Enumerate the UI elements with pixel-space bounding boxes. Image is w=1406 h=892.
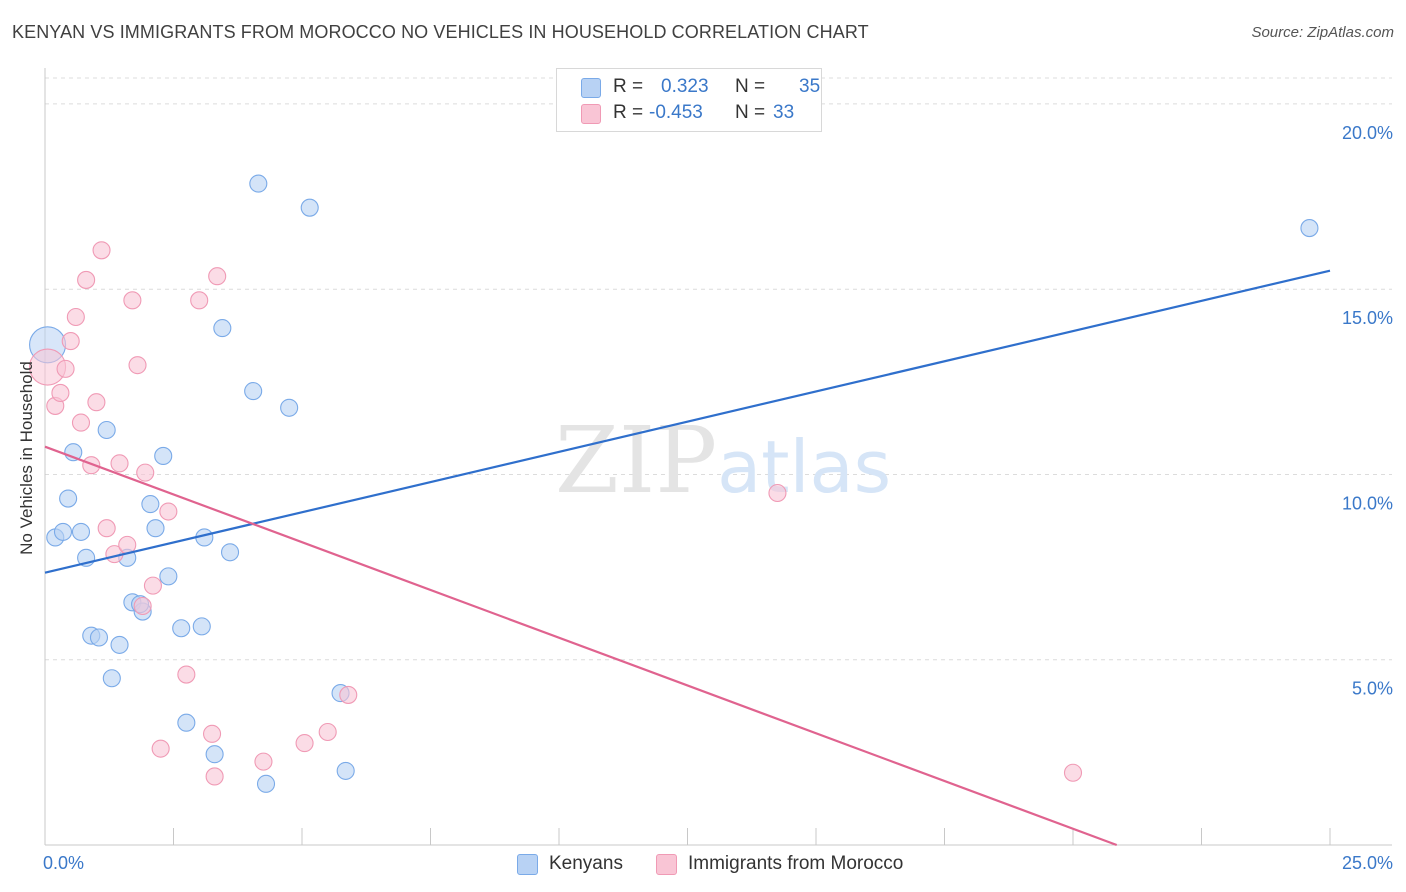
morocco-point (339, 685, 358, 704)
morocco-point (768, 483, 787, 503)
legend-n-value: 35 (799, 76, 821, 97)
morocco-point (87, 393, 106, 412)
kenyans-point (89, 628, 109, 647)
kenyans-point (59, 489, 78, 508)
kenyans-point (336, 761, 355, 780)
kenyans-point (110, 635, 129, 654)
morocco-point (66, 307, 85, 327)
kenyans-point (280, 398, 299, 417)
morocco-point (51, 383, 70, 403)
kenyans-point (244, 382, 263, 401)
y-tick-label: 10.0% (1342, 493, 1393, 513)
morocco-point (77, 270, 96, 289)
kenyans-point (141, 495, 160, 514)
legend-n-value: 33 (773, 102, 795, 123)
source-label: Source: ZipAtlas.com (1251, 24, 1394, 41)
morocco-point (82, 456, 101, 475)
kenyans-point (172, 619, 191, 638)
y-axis-label: No Vehicles in Household (17, 361, 36, 555)
legend-swatch-kenyans (581, 78, 601, 98)
legend-r-label: R = (613, 76, 644, 97)
kenyans-point (97, 420, 116, 440)
y-tick-label: 20.0% (1342, 123, 1393, 143)
morocco-point (295, 734, 314, 753)
kenyans-point (159, 567, 178, 586)
legend-r-value: -0.453 (649, 102, 703, 123)
legend-n-label: N = (735, 102, 766, 123)
series-legend-label-kenyans: Kenyans (549, 853, 623, 874)
legend-swatch-morocco (581, 104, 601, 124)
morocco-point (254, 752, 273, 771)
kenyans-point (205, 745, 224, 764)
series-legend-swatch-morocco (656, 854, 677, 875)
legend-n-label: N = (735, 76, 766, 97)
morocco-point (1063, 763, 1083, 782)
kenyans-point (177, 713, 196, 732)
watermark: ZIPatlas (555, 407, 891, 514)
morocco-point (110, 454, 129, 473)
morocco-point (128, 356, 147, 375)
kenyans-point (1300, 219, 1319, 238)
legend-r-value: 0.323 (661, 76, 709, 97)
kenyans-point (256, 774, 276, 793)
kenyans-point (220, 543, 240, 562)
morocco-point (203, 724, 222, 743)
morocco-point (159, 502, 178, 521)
morocco-point (133, 596, 152, 616)
kenyans-point (53, 522, 73, 541)
x-tick-label-max: 25.0% (1342, 853, 1393, 873)
morocco-point (97, 519, 116, 538)
morocco-point (208, 267, 227, 286)
morocco-point (92, 241, 111, 260)
series-legend-swatch-kenyans (517, 854, 538, 875)
stats-legend: R = 0.323 N = 35 R = -0.453 N = 33 (556, 68, 822, 132)
kenyans-point (192, 617, 211, 636)
y-tick-label: 5.0% (1352, 679, 1393, 699)
series-legend-label-morocco: Immigrants from Morocco (688, 853, 904, 874)
chart-title: KENYAN VS IMMIGRANTS FROM MOROCCO NO VEH… (12, 22, 869, 42)
legend-r-label: R = (613, 102, 644, 123)
morocco-point (61, 332, 80, 351)
morocco-point (56, 359, 75, 378)
watermark-atlas: atlas (717, 425, 891, 509)
morocco-point (190, 291, 209, 310)
kenyans-point (71, 522, 91, 541)
kenyans-point (249, 174, 268, 193)
morocco-point (136, 463, 155, 482)
morocco-point (205, 767, 224, 786)
kenyans-point (146, 519, 165, 538)
watermark-zip: ZIP (555, 407, 717, 514)
morocco-point (143, 576, 162, 595)
y-tick-label: 15.0% (1342, 308, 1393, 328)
morocco-point (123, 291, 142, 310)
kenyans-point (154, 446, 173, 465)
morocco-trend-line (44, 445, 1118, 847)
morocco-point (177, 665, 196, 684)
morocco-point (151, 739, 170, 758)
kenyans-trend-line (44, 269, 1331, 574)
kenyans-point (300, 198, 319, 217)
kenyans-point (213, 319, 232, 338)
morocco-point (71, 413, 91, 432)
morocco-point (318, 722, 337, 742)
x-tick-label-min: 0.0% (43, 853, 84, 873)
kenyans-point (102, 669, 121, 688)
